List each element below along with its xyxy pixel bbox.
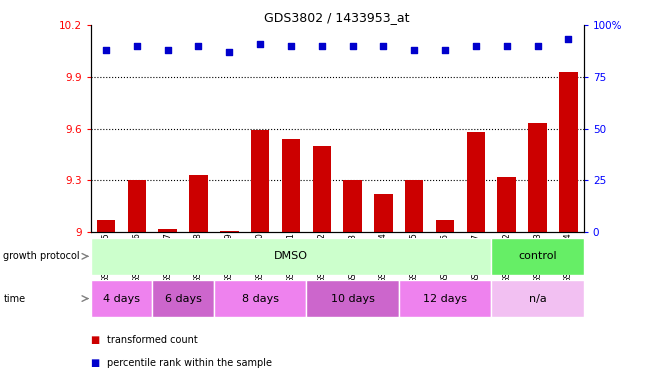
Text: GSM447366: GSM447366	[441, 233, 450, 284]
Bar	[344, 180, 362, 232]
Point	[378, 43, 389, 49]
Text: ■: ■	[91, 358, 100, 368]
Text: control: control	[518, 251, 557, 262]
Text: GSM447365: GSM447365	[410, 233, 419, 283]
Text: GSM447362: GSM447362	[317, 233, 326, 283]
Text: GSM447355: GSM447355	[101, 233, 111, 283]
Bar	[559, 71, 578, 232]
Point	[440, 47, 450, 53]
Bar	[152, 280, 214, 317]
Title: GDS3802 / 1433953_at: GDS3802 / 1433953_at	[264, 11, 410, 24]
Text: 4 days: 4 days	[103, 293, 140, 304]
Text: GSM447352: GSM447352	[502, 233, 511, 283]
Point	[162, 47, 173, 53]
Text: 6 days: 6 days	[164, 293, 201, 304]
Text: GSM447358: GSM447358	[194, 233, 203, 283]
Bar	[91, 280, 152, 317]
Point	[101, 47, 111, 53]
Text: DMSO: DMSO	[274, 251, 308, 262]
Text: 10 days: 10 days	[331, 293, 374, 304]
Bar	[399, 280, 491, 317]
Text: GSM447354: GSM447354	[564, 233, 573, 283]
Point	[317, 43, 327, 49]
Text: GSM447357: GSM447357	[163, 233, 172, 283]
Text: GSM447361: GSM447361	[287, 233, 295, 283]
Text: GSM447367: GSM447367	[472, 233, 480, 284]
Text: percentile rank within the sample: percentile rank within the sample	[107, 358, 272, 368]
Text: growth protocol: growth protocol	[3, 251, 80, 262]
Bar	[158, 229, 177, 232]
Bar	[528, 123, 547, 232]
Bar	[497, 177, 516, 232]
Bar	[127, 180, 146, 232]
Point	[132, 43, 142, 49]
Bar	[220, 230, 238, 232]
Bar	[466, 132, 485, 232]
Bar	[405, 180, 423, 232]
Text: GSM447363: GSM447363	[348, 233, 357, 284]
Text: transformed count: transformed count	[107, 335, 198, 345]
Text: time: time	[3, 293, 25, 304]
Bar	[214, 280, 307, 317]
Text: GSM447364: GSM447364	[379, 233, 388, 283]
Bar	[251, 130, 269, 232]
Point	[501, 43, 512, 49]
Point	[563, 36, 574, 43]
Text: 12 days: 12 days	[423, 293, 467, 304]
Bar	[374, 194, 393, 232]
Text: 8 days: 8 days	[242, 293, 278, 304]
Text: GSM447353: GSM447353	[533, 233, 542, 283]
Text: GSM447359: GSM447359	[225, 233, 234, 283]
Bar	[435, 220, 454, 232]
Point	[347, 43, 358, 49]
Bar	[313, 146, 331, 232]
Point	[286, 43, 297, 49]
Bar	[189, 175, 208, 232]
Text: ■: ■	[91, 335, 100, 345]
Point	[470, 43, 481, 49]
Bar	[91, 238, 491, 275]
Bar	[307, 280, 399, 317]
Bar	[97, 220, 115, 232]
Text: GSM447360: GSM447360	[256, 233, 264, 283]
Bar	[491, 280, 584, 317]
Bar	[491, 238, 584, 275]
Text: n/a: n/a	[529, 293, 546, 304]
Point	[193, 43, 204, 49]
Point	[224, 49, 235, 55]
Text: GSM447356: GSM447356	[132, 233, 142, 283]
Point	[409, 47, 419, 53]
Point	[532, 43, 543, 49]
Bar	[282, 139, 300, 232]
Point	[255, 41, 266, 47]
